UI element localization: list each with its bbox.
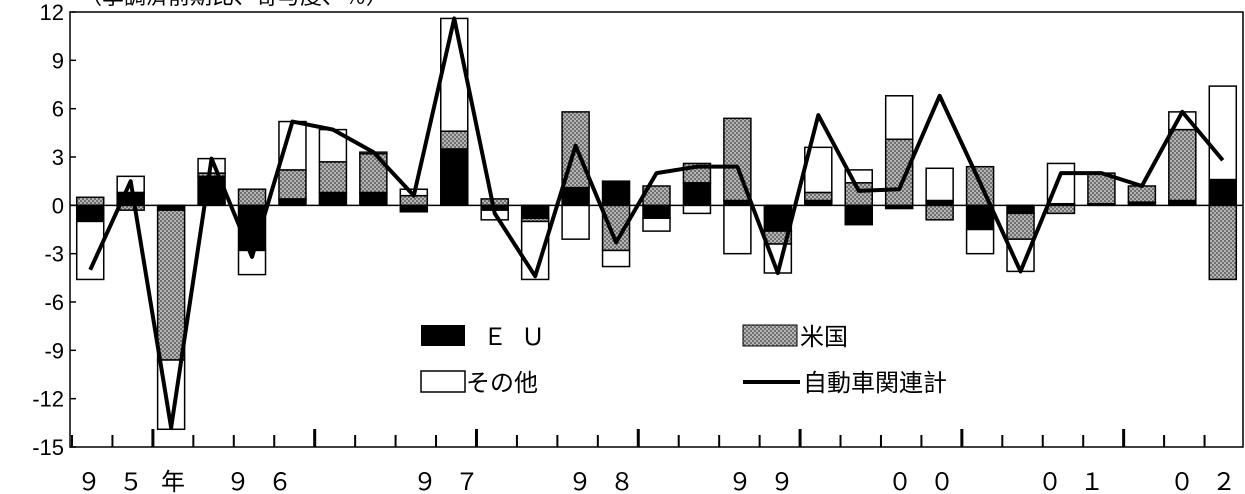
y-tick-label: 12	[40, 0, 64, 25]
x-year-label: ９８	[568, 468, 652, 494]
bar-eu	[844, 204, 873, 226]
bar-eu	[763, 204, 793, 232]
x-year-label: ０１	[1038, 468, 1122, 494]
legend: ＥＵ 米国 その他 自動車関連計	[420, 323, 947, 397]
legend-label-eu: ＥＵ	[483, 323, 559, 351]
bar-eu	[1006, 204, 1035, 215]
plot-area	[69, 11, 1244, 448]
x-year-label: ９７	[413, 468, 497, 494]
bar-eu	[601, 180, 631, 207]
bar-us	[804, 191, 833, 202]
x-year-label: ００	[888, 468, 972, 494]
bar-eu	[682, 182, 712, 207]
total-line	[88, 16, 1225, 430]
y-tick-label: -6	[44, 290, 64, 315]
y-tick-label: 3	[52, 145, 64, 170]
legend-swatch-other	[420, 370, 466, 393]
bar-eu	[318, 191, 348, 207]
bar-us	[440, 130, 469, 150]
legend-label-total: 自動車関連計	[803, 369, 947, 397]
x-year-label: ０２	[1170, 468, 1245, 494]
bar-us	[318, 161, 348, 194]
bar-eu	[1208, 178, 1238, 207]
x-year-label: ９６	[226, 468, 310, 494]
y-tick-label: 0	[52, 193, 64, 218]
y-axis: 12 9 6 3 0 -3 -6 -9 -12 -15	[32, 0, 76, 460]
legend-swatch-eu	[421, 325, 465, 346]
bar-us	[156, 209, 186, 361]
legend-item-us: 米国	[742, 323, 848, 351]
bar-other	[601, 249, 631, 268]
bar-other	[642, 217, 671, 232]
legend-item-total: 自動車関連計	[743, 369, 947, 397]
legend-label-other: その他	[466, 369, 538, 397]
bar-other	[682, 204, 712, 215]
bar-us	[1046, 204, 1076, 215]
bar-other	[561, 204, 590, 240]
y-tick-label: 6	[52, 97, 64, 122]
legend-item-eu: ＥＵ	[421, 323, 559, 351]
legend-item-other: その他	[420, 369, 538, 397]
bar-eu	[399, 204, 429, 213]
bar-us	[1087, 172, 1116, 205]
bar-eu	[75, 204, 105, 223]
bar-us	[1127, 185, 1157, 203]
bar-eu	[642, 204, 671, 219]
bar-other	[723, 204, 752, 255]
bar-us	[1168, 128, 1197, 202]
bar-other	[1208, 85, 1238, 181]
chart-note: （季調済前期比、寄与度、％）	[80, 0, 388, 10]
bar-other	[804, 146, 833, 194]
y-tick-label: -3	[44, 242, 64, 267]
bar-us	[844, 182, 873, 207]
legend-swatch-us	[742, 324, 798, 347]
bar-other	[884, 95, 914, 141]
bar-us	[237, 188, 267, 207]
bar-us	[1006, 212, 1035, 240]
bar-other	[440, 17, 469, 132]
bar-us	[278, 169, 307, 200]
bar-eu	[520, 204, 550, 219]
bar-us	[723, 117, 752, 202]
x-year-label: ９９	[728, 468, 812, 494]
bar-eu	[440, 148, 469, 207]
bar-eu	[561, 186, 590, 207]
y-tick-label: -12	[32, 387, 64, 412]
bar-us	[1208, 204, 1238, 281]
bar-eu	[965, 204, 995, 231]
bar-other	[925, 167, 954, 202]
y-tick-label: -15	[32, 435, 64, 460]
bar-eu	[278, 198, 307, 207]
bar-eu	[359, 191, 388, 207]
bar-other	[965, 228, 995, 255]
bars	[75, 17, 1238, 431]
y-tick-label: -9	[44, 338, 64, 363]
bar-us	[925, 204, 954, 221]
x-year-label: ９５年	[77, 468, 203, 494]
y-tick-label: 9	[52, 48, 64, 73]
x-axis: ９５年 ９６ ９７ ９８ ９９ ００ ０１ ０２	[71, 429, 1245, 494]
bar-us	[884, 138, 914, 207]
bar-us	[75, 196, 105, 207]
legend-label-us: 米国	[800, 323, 848, 351]
bar-other	[278, 120, 307, 171]
